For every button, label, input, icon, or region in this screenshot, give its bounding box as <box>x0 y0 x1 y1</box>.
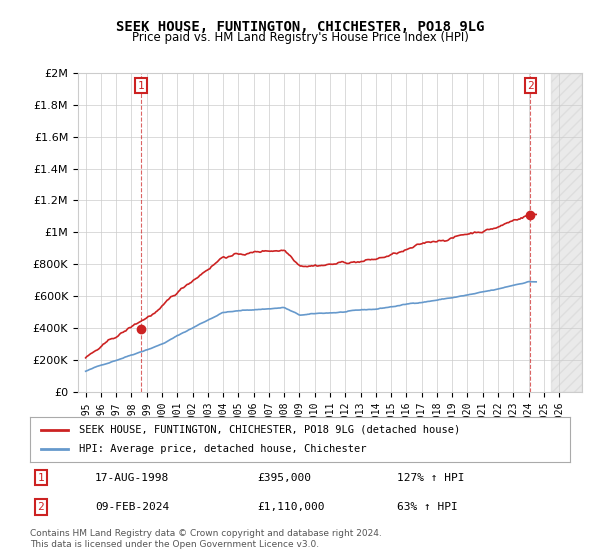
Text: 2: 2 <box>527 81 534 91</box>
Text: HPI: Average price, detached house, Chichester: HPI: Average price, detached house, Chic… <box>79 445 366 455</box>
Text: 17-AUG-1998: 17-AUG-1998 <box>95 473 169 483</box>
Text: 2: 2 <box>37 502 44 512</box>
Text: £1,110,000: £1,110,000 <box>257 502 324 512</box>
Text: Price paid vs. HM Land Registry's House Price Index (HPI): Price paid vs. HM Land Registry's House … <box>131 31 469 44</box>
Text: £395,000: £395,000 <box>257 473 311 483</box>
Text: 1: 1 <box>137 81 145 91</box>
Text: 127% ↑ HPI: 127% ↑ HPI <box>397 473 465 483</box>
Text: Contains HM Land Registry data © Crown copyright and database right 2024.
This d: Contains HM Land Registry data © Crown c… <box>30 529 382 549</box>
Text: SEEK HOUSE, FUNTINGTON, CHICHESTER, PO18 9LG: SEEK HOUSE, FUNTINGTON, CHICHESTER, PO18… <box>116 20 484 34</box>
Text: SEEK HOUSE, FUNTINGTON, CHICHESTER, PO18 9LG (detached house): SEEK HOUSE, FUNTINGTON, CHICHESTER, PO18… <box>79 424 460 435</box>
Text: 09-FEB-2024: 09-FEB-2024 <box>95 502 169 512</box>
Bar <box>551 73 582 392</box>
Text: 1: 1 <box>37 473 44 483</box>
Text: 63% ↑ HPI: 63% ↑ HPI <box>397 502 458 512</box>
